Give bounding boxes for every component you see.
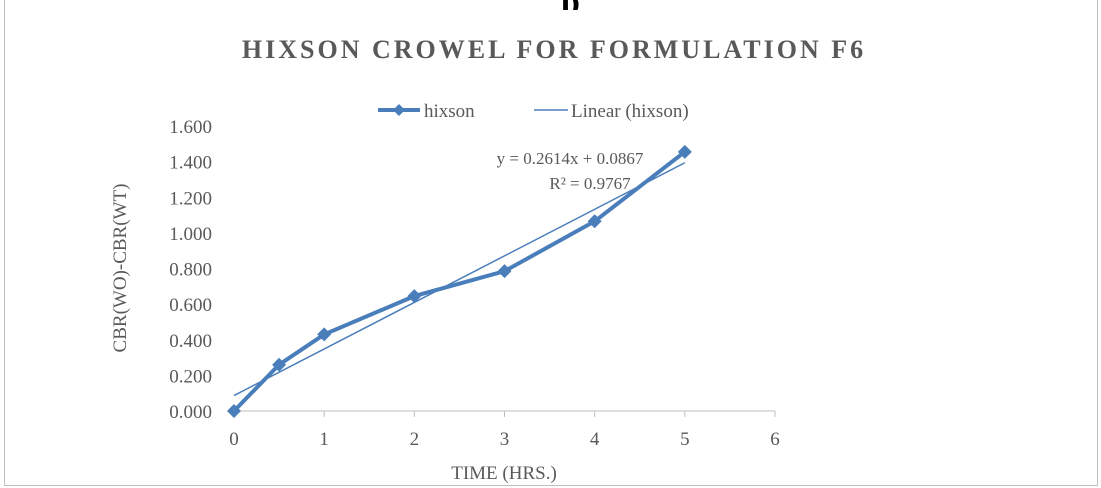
x-tick-label: 2 xyxy=(410,429,420,450)
data-point-hixson xyxy=(317,327,332,342)
data-point-hixson xyxy=(587,214,602,229)
legend-marker-hixson xyxy=(393,104,405,116)
legend: hixson Linear (hixson) xyxy=(378,101,689,122)
y-axis-ticks: 0.000 0.200 0.400 0.600 0.800 1.000 1.200 1.400… xyxy=(169,117,212,423)
legend-label-linear: Linear (hixson) xyxy=(571,101,689,122)
x-tick-label: 3 xyxy=(500,429,510,450)
x-tick-label: 0 xyxy=(229,429,239,450)
data-point-hixson xyxy=(497,264,512,279)
y-tick-label: 0.600 xyxy=(169,295,212,316)
x-tick-label: 1 xyxy=(319,429,329,450)
y-tick-label: 0.000 xyxy=(169,402,212,423)
legend-label-hixson: hixson xyxy=(424,101,475,122)
data-point-hixson xyxy=(227,404,241,418)
data-point-hixson xyxy=(272,357,287,372)
y-tick-label: 1.000 xyxy=(169,224,212,245)
x-tick-label: 5 xyxy=(680,429,690,450)
y-tick-label: 1.400 xyxy=(169,153,212,174)
y-tick-label: 1.200 xyxy=(169,188,212,209)
y-tick-label: 0.800 xyxy=(169,260,212,281)
x-axis-title: TIME (HRS.) xyxy=(451,463,557,484)
legend-item-hixson: hixson xyxy=(378,101,475,122)
x-axis-ticks: 0 1 2 3 4 5 6 xyxy=(229,429,780,450)
trendline-linear-hixson xyxy=(233,162,686,397)
trendline-equation: y = 0.2614x + 0.0867 xyxy=(497,149,644,168)
y-tick-label: 1.600 xyxy=(169,117,212,138)
y-tick-label: 0.400 xyxy=(169,331,212,352)
x-tick-label: 4 xyxy=(590,429,600,450)
trendline-r-squared: R² = 0.9767 xyxy=(549,174,631,193)
y-axis-title: CBR(WO)-CBR(WT) xyxy=(110,184,131,353)
legend-item-linear-hixson: Linear (hixson) xyxy=(534,101,689,122)
chart-frame xyxy=(4,0,1098,486)
x-axis-tick-marks xyxy=(233,411,776,417)
y-tick-label: 0.200 xyxy=(169,366,212,387)
x-tick-label: 6 xyxy=(770,429,780,450)
chart-title: HIXSON CROWEL FOR FORMULATION F6 xyxy=(242,35,866,64)
data-point-hixson xyxy=(677,144,692,159)
series-markers-hixson xyxy=(227,144,692,418)
data-point-hixson xyxy=(407,289,422,304)
